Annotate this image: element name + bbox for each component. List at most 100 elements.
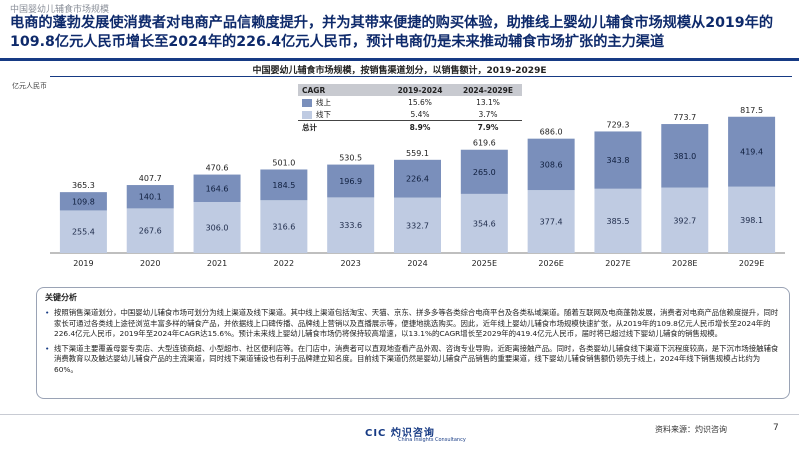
x-tick-label: 2020 — [140, 259, 160, 268]
cic-logo: CIC 灼识咨询 — [365, 428, 435, 439]
bar-segment-offline — [527, 190, 575, 253]
bar-segment-offline — [193, 202, 241, 253]
footer-divider — [0, 414, 799, 415]
bar-value-label: 343.8 — [607, 156, 630, 165]
key-analysis-item: 按照销售渠道划分，中国婴幼儿辅食市场可划分为线上渠道及线下渠道。其中线上渠道包括… — [45, 308, 783, 340]
bar-value-label: 308.6 — [540, 160, 563, 169]
page-headline: 电商的蓬勃发展使消费者对电商产品信赖度提升，并为其带来便捷的购买体验，助推线上婴… — [10, 15, 774, 50]
cagr-row-online: 线上 15.6% 13.1% — [298, 96, 522, 108]
bar-value-label: 265.0 — [473, 168, 496, 177]
bar-segment-online — [193, 174, 241, 202]
x-tick-label: 2022 — [274, 259, 294, 268]
bar-value-label: 316.6 — [272, 223, 295, 232]
x-tick-label: 2019 — [73, 259, 93, 268]
x-tick-label: 2026E — [538, 259, 563, 268]
bar-segment-online — [394, 159, 441, 198]
bar-total-label: 530.5 — [339, 154, 362, 163]
bar-total-label: 817.5 — [740, 106, 763, 115]
bar-total-label: 501.0 — [272, 158, 295, 167]
source-note: 资料来源：灼识咨询 — [655, 425, 727, 434]
chart-unit-label: 亿元人民币 — [12, 82, 47, 90]
cagr-header-row: CAGR 2019-2024 2024-2029E — [298, 84, 522, 96]
bar-segment-offline — [460, 193, 508, 253]
bar-segment-offline — [260, 200, 308, 253]
bar-segment-online — [594, 131, 642, 189]
bar-total-label: 619.6 — [473, 139, 496, 148]
cagr-online-2019-2024: 15.6% — [408, 97, 432, 107]
cagr-offline-label: 线下 — [316, 109, 331, 119]
x-tick-label: 2028E — [672, 259, 697, 268]
bar-value-label: 398.1 — [740, 216, 763, 225]
cagr-offline-2024-2029: 3.7% — [478, 109, 498, 119]
page-number: 7 — [773, 423, 779, 433]
bar-value-label: 255.4 — [72, 228, 95, 237]
bar-segment-offline — [728, 186, 776, 253]
bar-total-label: 407.7 — [139, 174, 162, 183]
bar-value-label: 140.1 — [139, 193, 162, 202]
x-tick-label: 2021 — [207, 259, 227, 268]
bar-value-label: 333.6 — [339, 221, 362, 230]
key-analysis-list: 按照销售渠道划分，中国婴幼儿辅食市场可划分为线上渠道及线下渠道。其中线上渠道包括… — [45, 308, 783, 380]
bar-segment-online — [661, 124, 709, 188]
offline-swatch-icon — [302, 110, 312, 119]
bar-value-label: 354.6 — [473, 219, 496, 228]
bar-value-label: 164.6 — [206, 184, 229, 193]
bar-segment-offline — [59, 210, 107, 253]
bar-value-label: 184.5 — [272, 181, 295, 190]
bar-segment-online — [327, 164, 375, 198]
bar-value-label: 419.4 — [740, 148, 763, 157]
section-label: 中国婴幼儿辅食市场规模 — [10, 5, 110, 15]
bar-value-label: 306.0 — [206, 224, 229, 233]
bar-value-label: 392.7 — [673, 216, 696, 225]
bar-value-label: 196.9 — [339, 177, 362, 186]
bar-segment-offline — [327, 197, 375, 253]
cagr-table: CAGR 2019-2024 2024-2029E 线上 15.6% 13.1%… — [298, 84, 522, 133]
stacked-bar-chart: 255.4 109.8 365.3 2019 267.6 140.1 407.7 2020 30… — [50, 106, 785, 268]
bar-segment-online — [126, 185, 174, 209]
bar-segment-online — [527, 138, 575, 191]
cagr-total-2024-2029: 7.9% — [454, 120, 522, 133]
bar-value-label: 109.8 — [72, 197, 95, 206]
bar-value-label: 377.4 — [540, 218, 563, 227]
bar-total-label: 686.0 — [540, 128, 563, 137]
headline-divider — [0, 58, 799, 61]
cagr-row-total: 总计 8.9% 7.9% — [298, 120, 522, 133]
bar-total-label: 729.3 — [607, 120, 630, 129]
cagr-row-offline: 线下 5.4% 3.7% — [298, 108, 522, 121]
bar-segment-offline — [126, 208, 174, 253]
bar-segment-offline — [594, 188, 642, 253]
bar-value-label: 381.0 — [673, 152, 696, 161]
chart-title-divider — [50, 76, 792, 77]
online-swatch-icon — [302, 98, 312, 107]
cagr-header: CAGR — [298, 84, 386, 96]
x-tick-label: 2024 — [407, 259, 427, 268]
bar-value-label: 332.7 — [406, 221, 429, 230]
x-tick-label: 2025E — [472, 259, 497, 268]
x-tick-label: 2029E — [739, 259, 764, 268]
key-analysis-item: 线下渠道主要覆盖母婴专卖店、大型连锁商超、小型超市、社区便利店等。在门店中，消费… — [45, 344, 783, 376]
chart-title: 中国婴幼儿辅食市场规模，按销售渠道划分，以销售额计，2019-2029E — [252, 66, 547, 76]
cagr-row-label: 线下 — [298, 108, 386, 121]
bar-value-label: 226.4 — [406, 175, 429, 184]
bar-segment-online — [728, 116, 776, 187]
cagr-header-period-1: 2019-2024 — [386, 84, 454, 96]
bar-segment-online — [460, 149, 508, 194]
bar-total-label: 773.7 — [673, 113, 696, 122]
bar-total-label: 365.3 — [72, 181, 95, 190]
x-tick-label: 2023 — [341, 259, 361, 268]
bar-total-label: 470.6 — [206, 164, 229, 173]
bar-value-label: 385.5 — [607, 217, 630, 226]
cagr-offline-2019-2024: 5.4% — [410, 109, 430, 119]
bar-segment-offline — [661, 187, 709, 253]
bar-total-label: 559.1 — [406, 149, 429, 158]
bar-segment-online — [260, 169, 308, 201]
bar-value-label: 267.6 — [139, 227, 162, 236]
key-analysis-box: 关键分析 按照销售渠道划分，中国婴幼儿辅食市场可划分为线上渠道及线下渠道。其中线… — [36, 287, 790, 399]
cic-logo-subtitle: China Insights Consultancy — [398, 437, 466, 443]
cagr-online-2024-2029: 13.1% — [476, 97, 500, 107]
bar-segment-offline — [394, 197, 441, 253]
bar-segment-online — [59, 192, 107, 211]
cagr-row-label: 线上 — [298, 96, 386, 108]
cagr-total-label: 总计 — [298, 120, 386, 133]
cagr-total-2019-2024: 8.9% — [386, 120, 454, 133]
